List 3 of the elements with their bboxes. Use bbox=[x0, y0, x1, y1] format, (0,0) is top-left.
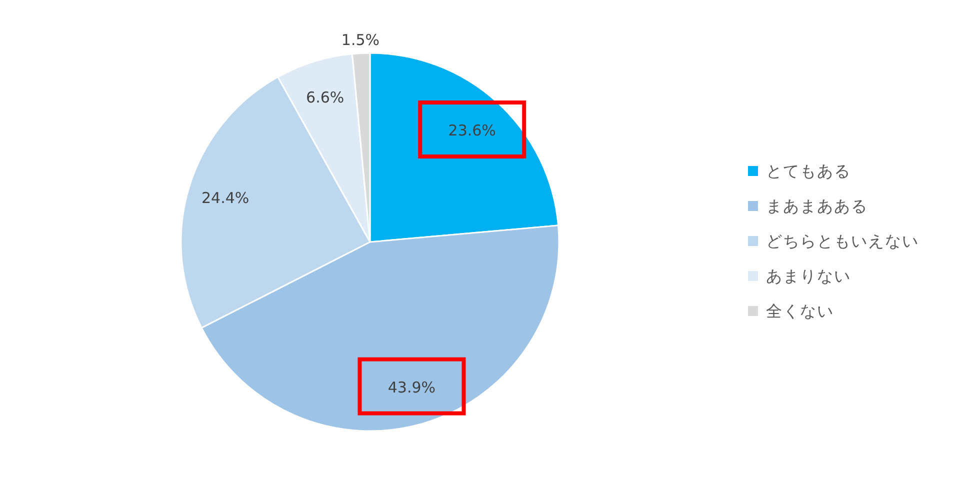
legend-label: あまりない bbox=[766, 266, 851, 286]
legend-label: 全くない bbox=[766, 302, 834, 320]
legend-label: とてもある bbox=[766, 162, 851, 180]
